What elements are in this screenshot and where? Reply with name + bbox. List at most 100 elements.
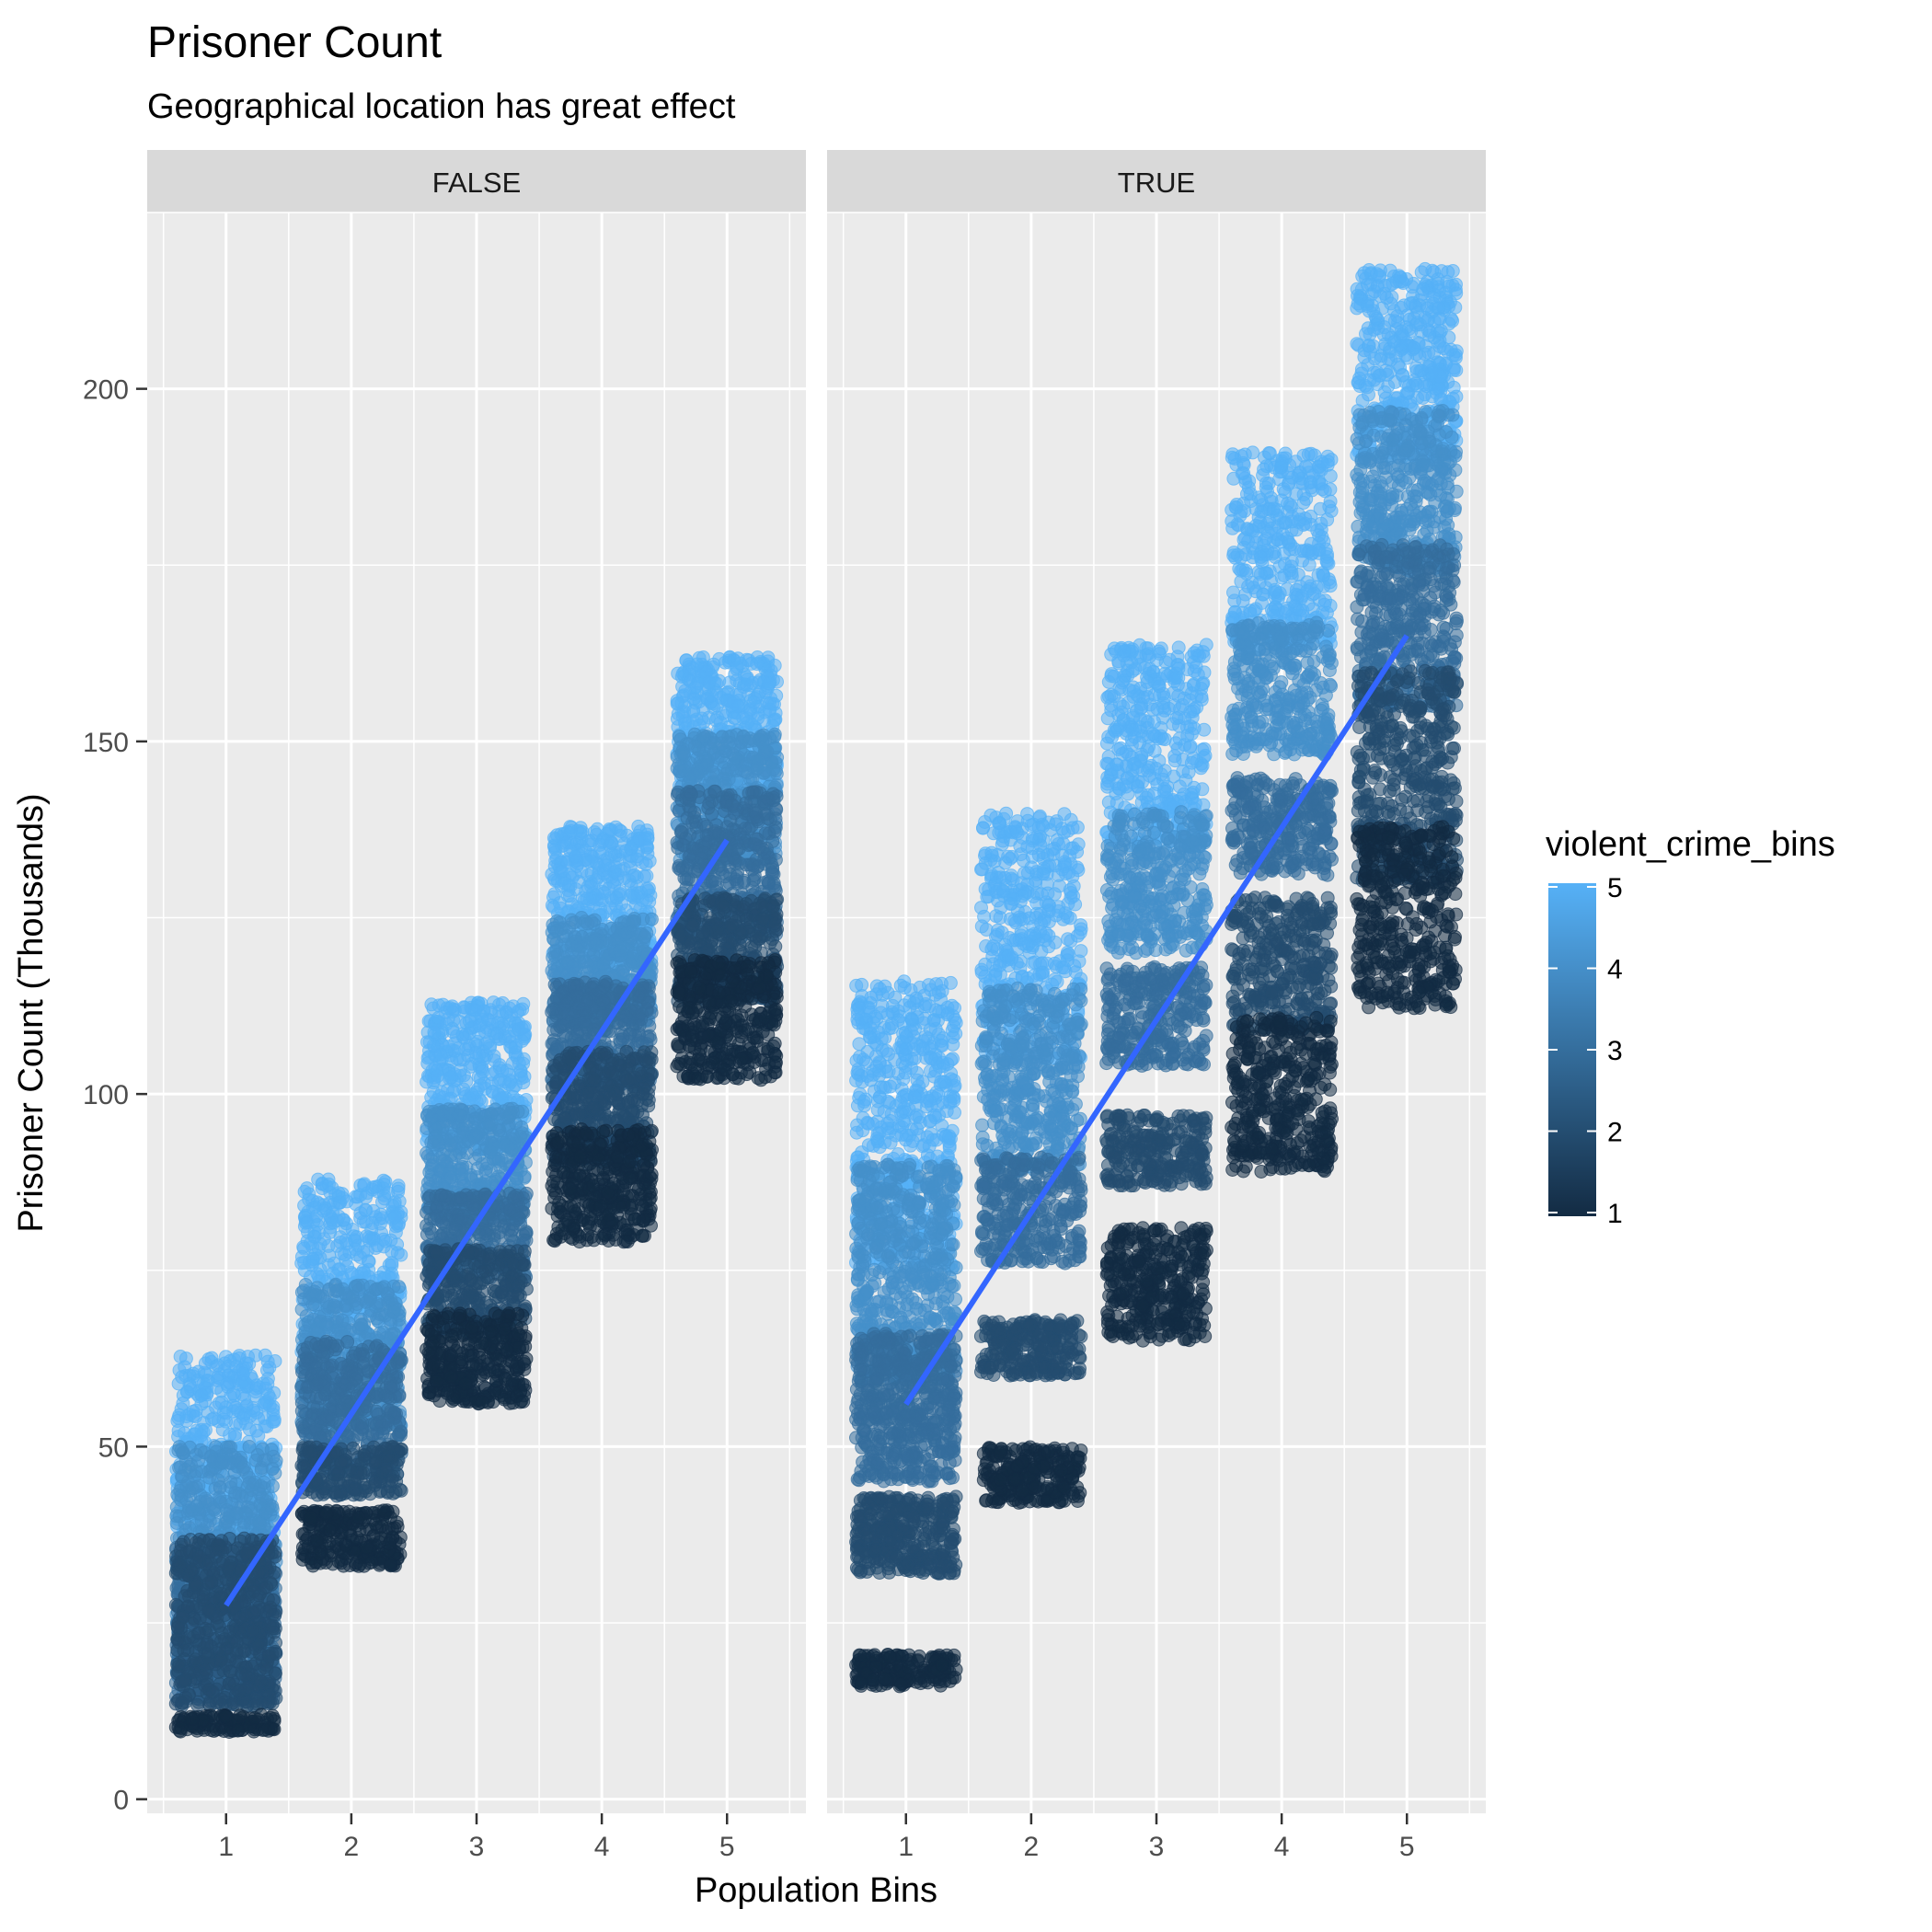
data-point: [566, 961, 579, 974]
data-point: [611, 868, 624, 881]
data-point: [550, 925, 563, 937]
data-point: [491, 1027, 504, 1040]
data-point: [645, 913, 658, 926]
data-point: [392, 1185, 405, 1198]
data-point: [728, 741, 741, 753]
data-point: [177, 1397, 190, 1409]
data-point: [226, 1399, 239, 1412]
data-point: [237, 1461, 250, 1474]
data-point: [485, 1143, 498, 1156]
data-point: [178, 1517, 191, 1530]
data-point: [581, 880, 594, 893]
data-point: [520, 1094, 533, 1107]
data-point: [614, 945, 627, 958]
data-point: [358, 1267, 371, 1280]
data-point: [219, 1495, 232, 1508]
data-point: [249, 1454, 262, 1466]
data-point: [599, 859, 612, 872]
data-point: [628, 868, 641, 881]
chart-title: Prisoner Count: [147, 18, 442, 67]
data-point: [672, 667, 684, 680]
data-point: [565, 824, 578, 837]
data-point: [427, 1039, 440, 1052]
data-point: [337, 1213, 350, 1226]
data-point: [261, 1377, 274, 1390]
data-point: [180, 1386, 193, 1398]
data-point: [689, 682, 702, 695]
data-point: [696, 651, 709, 664]
data-point: [190, 1424, 203, 1437]
facet-panel-false: FALSE: [147, 150, 806, 1813]
data-point: [507, 1000, 520, 1013]
data-point: [619, 845, 632, 857]
data-point: [471, 1126, 484, 1139]
data-point: [269, 1466, 282, 1479]
data-point: [742, 735, 755, 748]
data-point: [632, 820, 645, 833]
data-point: [310, 1210, 323, 1223]
data-point: [427, 1138, 440, 1151]
data-point: [199, 1395, 212, 1408]
data-point: [517, 1057, 530, 1070]
data-point: [363, 1309, 376, 1322]
data-point: [328, 1280, 341, 1293]
data-point: [564, 890, 577, 903]
data-point: [677, 747, 690, 760]
data-point: [377, 1233, 390, 1246]
data-point: [446, 1000, 459, 1013]
data-point: [454, 1110, 466, 1122]
data-point: [572, 944, 585, 957]
data-point: [470, 1086, 483, 1098]
data-point: [374, 1208, 387, 1221]
data-point: [360, 1230, 373, 1243]
data-point: [614, 929, 627, 942]
data-point: [486, 1068, 499, 1081]
data-point: [200, 1368, 213, 1381]
data-point: [202, 1352, 215, 1365]
data-point: [518, 1070, 531, 1083]
data-point: [244, 1516, 257, 1529]
data-point: [615, 825, 627, 838]
data-point: [434, 1165, 447, 1178]
data-point: [385, 1317, 397, 1330]
data-point: [178, 1463, 191, 1476]
data-point: [489, 1054, 501, 1067]
data-point: [213, 1397, 225, 1409]
data-point: [176, 1371, 189, 1384]
data-point: [705, 689, 718, 702]
data-point: [334, 1231, 347, 1244]
data-point: [640, 926, 653, 939]
data-point: [483, 1041, 496, 1054]
data-point: [703, 676, 716, 689]
data-point: [625, 958, 638, 971]
data-point: [171, 1489, 184, 1501]
data-point: [763, 677, 776, 690]
data-point: [636, 857, 649, 869]
data-point: [342, 1317, 355, 1329]
data-point: [640, 882, 653, 895]
data-point: [306, 1194, 319, 1207]
data-point: [208, 1412, 221, 1425]
data-point: [701, 759, 714, 772]
data-point: [190, 1410, 202, 1423]
data-point: [770, 767, 783, 780]
data-point: [577, 917, 590, 930]
data-point: [312, 1173, 325, 1186]
data-point: [369, 1180, 382, 1193]
data-point: [747, 696, 760, 708]
data-point: [395, 1248, 408, 1261]
data-point: [444, 1138, 457, 1151]
data-point: [514, 1131, 527, 1144]
data-point: [770, 689, 783, 702]
data-point: [178, 1427, 191, 1440]
data-point: [551, 829, 564, 842]
data-point: [742, 766, 754, 779]
data-point: [500, 1111, 513, 1124]
data-point: [585, 855, 598, 868]
data-point: [479, 1175, 492, 1188]
data-point: [305, 1259, 318, 1271]
data-point: [320, 1296, 333, 1309]
data-point: [444, 1071, 457, 1084]
data-point: [721, 694, 734, 707]
data-point: [487, 996, 500, 1009]
